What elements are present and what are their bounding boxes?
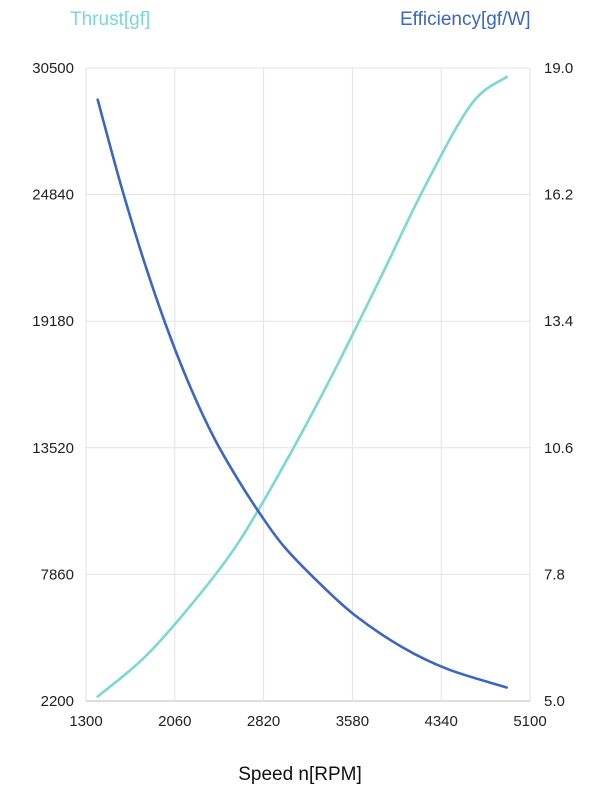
grid-lines [85, 67, 531, 702]
left-axis-ticks: 30500 24840 19180 13520 7860 2200 [32, 60, 74, 710]
x-tick-label: 1300 [69, 713, 102, 730]
left-axis-title: Thrust[gf] [70, 9, 151, 30]
x-tick-label: 2820 [247, 713, 280, 730]
right-tick-label: 16.2 [544, 187, 573, 204]
left-tick-label: 30500 [32, 60, 74, 77]
right-tick-label: 10.6 [544, 440, 573, 457]
right-tick-label: 13.4 [544, 313, 573, 330]
right-tick-label: 7.8 [544, 566, 565, 583]
left-tick-label: 24840 [32, 187, 74, 204]
x-tick-label: 2060 [158, 713, 191, 730]
x-axis-ticks: 1300 2060 2820 3580 4340 5100 [69, 713, 546, 730]
x-axis-title: Speed n[RPM] [238, 764, 362, 785]
right-tick-label: 19.0 [544, 60, 573, 77]
x-tick-label: 5100 [513, 713, 546, 730]
left-tick-label: 2200 [41, 693, 74, 710]
thrust-series-line [96, 75, 508, 698]
left-tick-label: 19180 [32, 313, 74, 330]
left-tick-label: 13520 [32, 440, 74, 457]
x-tick-label: 4340 [425, 713, 458, 730]
left-tick-label: 7860 [41, 566, 74, 583]
efficiency-series-line [96, 98, 508, 689]
right-tick-label: 5.0 [544, 693, 565, 710]
series-lines [96, 75, 508, 698]
x-tick-label: 3580 [336, 713, 369, 730]
right-axis-ticks: 19.0 16.2 13.4 10.6 7.8 5.0 [544, 60, 573, 710]
right-axis-title: Efficiency[gf/W] [400, 9, 531, 30]
